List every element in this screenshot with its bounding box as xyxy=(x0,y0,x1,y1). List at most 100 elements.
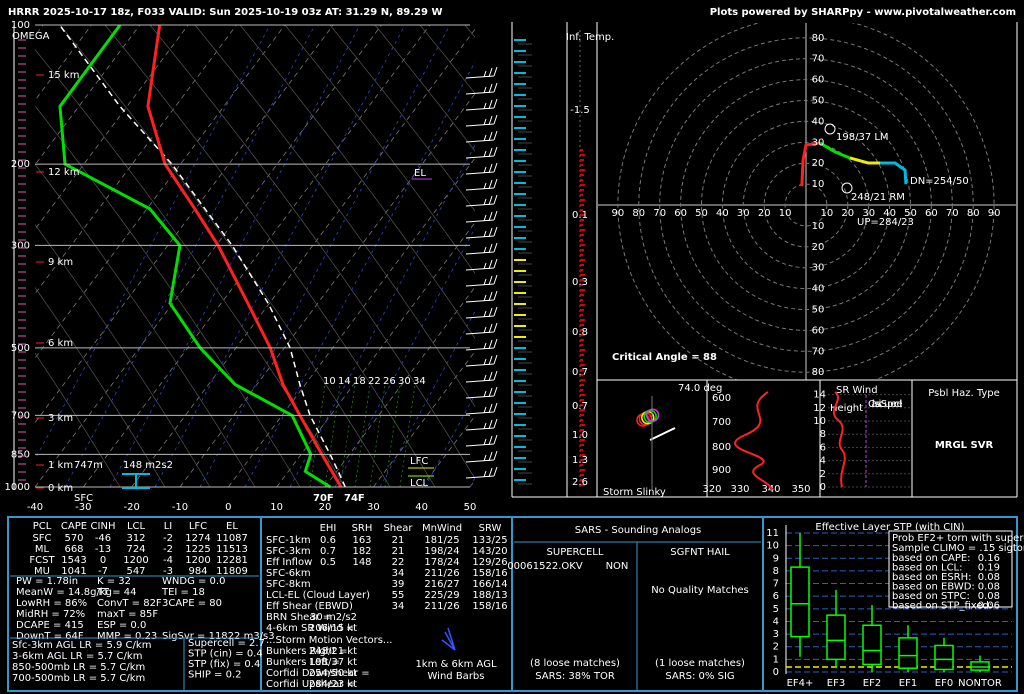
thetae-x-label: 330 xyxy=(730,484,749,495)
kin-cell: 198/24 xyxy=(424,546,459,557)
isotherm xyxy=(35,25,237,295)
y-tick-label: 300 xyxy=(11,240,30,251)
srwind-tick: 2 xyxy=(820,469,826,480)
parcel-header: CINH xyxy=(91,521,116,532)
kin-cell: 0.7 xyxy=(320,546,336,557)
index: MeanW = 14.8g/kg xyxy=(16,587,112,598)
index: ESP = 0.0 xyxy=(97,620,146,631)
srwind-tick: 14 xyxy=(813,390,826,401)
isotherm xyxy=(228,157,475,488)
isotherm xyxy=(276,221,475,488)
lcl-label: LCL xyxy=(410,478,429,489)
index: PW = 1.78in xyxy=(16,576,78,587)
wind-barb xyxy=(465,178,498,191)
parcel-header: LFC xyxy=(189,521,207,532)
parcel-header: PCL xyxy=(33,521,52,532)
sars-result: SARS: 38% TOR xyxy=(535,671,615,682)
kin-header: SRW xyxy=(479,523,502,534)
x-tick-label: EF1 xyxy=(899,678,917,689)
prob-label: based on CAPE: xyxy=(892,553,971,564)
kin-cell: 129/26 xyxy=(472,557,507,568)
hodo-tick-label: 20 xyxy=(812,242,825,253)
isotherm xyxy=(35,25,141,166)
height-label: 3 km xyxy=(48,413,73,424)
severe-index: SHIP = 0.2 xyxy=(188,670,242,681)
motion-value: 198/37 kt xyxy=(309,657,357,668)
hodo-tick-label: 90 xyxy=(988,208,1001,219)
sfc-dewpoint: 70F xyxy=(313,493,334,504)
index: DCAPE = 415 xyxy=(16,620,84,631)
kin-cell: 181/25 xyxy=(424,535,459,546)
dry-adiabat xyxy=(284,25,475,274)
srwind-tick: 12 xyxy=(813,403,826,414)
kin-cell: 211/26 xyxy=(424,601,459,612)
sars-heading: SGFNT HAIL xyxy=(670,547,730,558)
hodo-tick-label: 80 xyxy=(812,33,825,44)
y-tick-label: 7 xyxy=(773,579,779,590)
motion-label: Bunkers Right = xyxy=(266,646,348,657)
hodo-tick-label: 80 xyxy=(967,208,980,219)
y-tick-label: 500 xyxy=(11,343,30,354)
prob-value: 0.08 xyxy=(978,582,1000,593)
wind-barb xyxy=(465,322,498,335)
mixing-ratio-label: 18 xyxy=(353,376,366,387)
hodo-tick-label: 50 xyxy=(695,208,708,219)
parcel-cell: FCST xyxy=(29,555,55,566)
y-tick-label: 8 xyxy=(773,566,779,577)
severe-index: Supercell = 2.7 xyxy=(188,638,265,649)
index: ConvT = 82F xyxy=(97,598,162,609)
hodo-tick-label: 20 xyxy=(758,208,771,219)
height-label: 6 km xyxy=(48,338,73,349)
critical-angle: Critical Angle = 88 xyxy=(612,352,717,363)
kin-cell: 216/27 xyxy=(424,579,459,590)
wind-barb xyxy=(465,290,498,303)
kin-header: EHI xyxy=(320,523,337,534)
srwind-tick: 8 xyxy=(820,429,826,440)
prob-label: based on ESRH: xyxy=(892,572,972,583)
el-label: EL xyxy=(414,168,426,179)
dn-label: DN=254/50 xyxy=(910,176,969,187)
dry-adiabat xyxy=(194,25,475,408)
mixing-line xyxy=(369,384,386,488)
wind-barb xyxy=(465,306,498,319)
kin-cell: Eff Shear (EBWD) xyxy=(266,601,353,612)
dry-adiabat xyxy=(329,25,475,212)
dry-adiabat xyxy=(35,163,256,488)
x-tick-label: 30 xyxy=(367,502,380,513)
x-tick-label: EF2 xyxy=(863,678,881,689)
mixing-line xyxy=(384,384,401,488)
slinky-title: Storm Slinky xyxy=(603,487,666,498)
kin-cell: 39 xyxy=(392,579,405,590)
kin-cell: 182 xyxy=(352,546,371,557)
index: SigSvr = 11822 m3/s3 xyxy=(162,631,275,642)
sars-loose: (1 loose matches) xyxy=(655,658,745,669)
kin-cell: 178/24 xyxy=(424,557,459,568)
lm-marker xyxy=(824,123,836,135)
barb-legend-icon xyxy=(441,627,456,651)
prob-value: 0.19 xyxy=(978,563,1000,574)
isotherm xyxy=(83,25,431,488)
wind-barb xyxy=(465,274,498,287)
prob-value: 0.06 xyxy=(978,601,1000,612)
kin-cell: Eff Inflow xyxy=(266,557,312,568)
box xyxy=(862,624,882,666)
wind-barb xyxy=(465,226,498,239)
x-tick-label: 50 xyxy=(464,502,477,513)
isotherm xyxy=(35,25,382,488)
hodo-ring xyxy=(659,58,953,352)
parcel-cell: -7 xyxy=(98,566,108,577)
parcel-cell: 984 xyxy=(188,566,207,577)
y-tick-label: 4 xyxy=(773,616,779,627)
hodo-ring xyxy=(701,100,911,310)
dry-adiabat xyxy=(149,25,475,480)
inf-value: 0.7 xyxy=(572,367,588,378)
kin-cell: 158/16 xyxy=(472,568,507,579)
prob-label: based on STPC: xyxy=(892,591,970,602)
parcel-cell: 668 xyxy=(64,544,83,555)
hodo-tick-label: 40 xyxy=(812,116,825,127)
y-tick-label: 3 xyxy=(773,629,779,640)
up-label: UP=284/23 xyxy=(857,217,914,228)
hodo-ring xyxy=(721,120,891,290)
hodo-tick-label: 30 xyxy=(812,263,825,274)
